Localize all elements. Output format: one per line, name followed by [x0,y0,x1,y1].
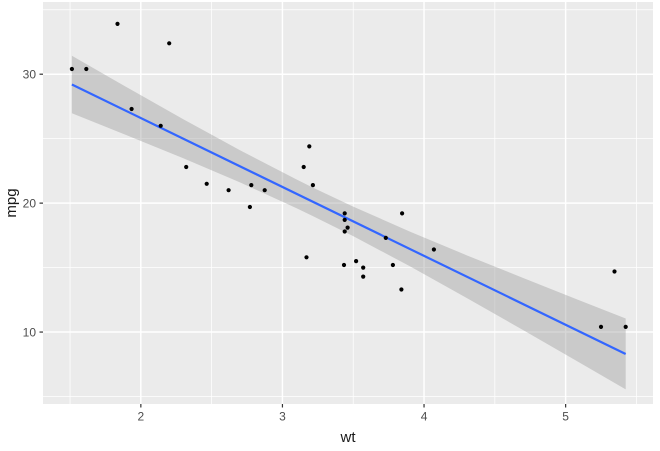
data-point [598,324,604,329]
data-point [84,66,89,72]
data-point [249,183,254,188]
data-point [361,265,366,270]
x-tick-label: 5 [562,410,569,424]
data-point [341,262,347,268]
trend-line [71,83,627,355]
data-point [361,274,366,279]
data-point [612,269,617,274]
data-point [307,144,312,149]
data-point [204,181,209,186]
data-point [623,324,628,329]
x-tick-label: 3 [279,410,286,424]
data-point [167,41,172,46]
data-point [431,247,436,252]
x-axis-title: wt [340,429,356,446]
x-tick-label: 2 [137,410,144,424]
x-tick-label: 4 [421,410,428,424]
data-point [345,225,350,230]
data-point [129,106,134,112]
y-tick-label: 30 [23,67,37,81]
confidence-band [71,55,626,390]
data-point [400,211,405,216]
data-point [262,188,267,193]
data-point [310,183,315,188]
data-point [226,188,231,193]
data-point [354,259,359,264]
y-axis-title: mpg [3,188,20,218]
data-point [383,235,388,240]
data-point [304,255,309,260]
data-point [158,123,163,128]
data-point [184,164,189,170]
data-point [342,211,347,216]
data-point [69,66,74,72]
data-point [342,229,347,234]
data-point [115,21,120,26]
data-point [390,262,395,268]
y-tick-label: 10 [23,325,37,339]
data-point [399,287,404,292]
data-point [247,204,252,210]
data-point [301,164,306,170]
y-tick-label: 20 [23,196,37,210]
data-point [342,217,347,222]
